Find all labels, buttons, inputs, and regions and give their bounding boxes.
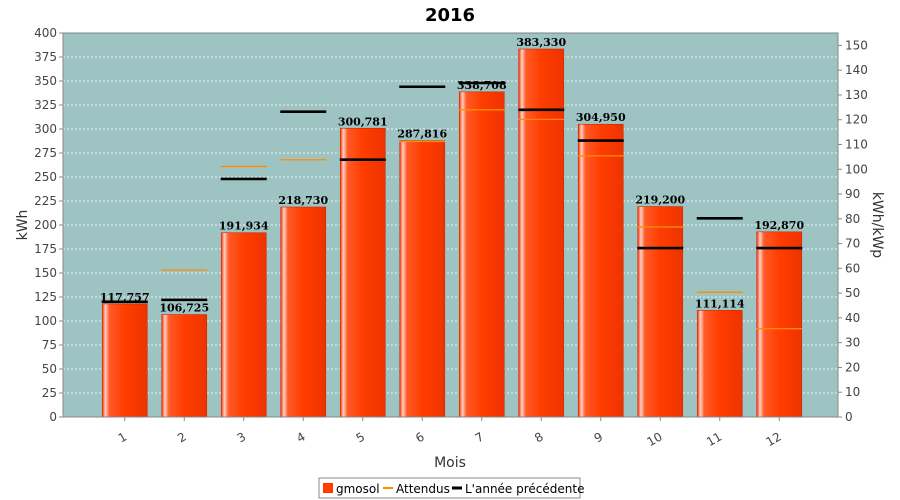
- x-tick-label: 3: [235, 429, 249, 445]
- x-axis-label: Mois: [434, 455, 466, 471]
- y-tick-label: 125: [34, 290, 57, 304]
- y-tick-label: 0: [49, 410, 57, 424]
- y2-tick-label: 50: [845, 286, 860, 300]
- bar: [696, 310, 743, 418]
- bar: [577, 123, 624, 418]
- y2-tick-label: 70: [845, 237, 860, 251]
- y-tick-label: 400: [34, 26, 57, 40]
- x-axis: 1 2 3 4 5 6 7 8 9 10 11 12: [63, 416, 838, 449]
- y2-tick-label: 150: [845, 38, 868, 52]
- chart-title: 2016: [425, 5, 475, 26]
- legend-box: [318, 477, 581, 499]
- y-tick-label: 150: [34, 266, 57, 280]
- bar: [518, 48, 565, 418]
- legend-label-attendus: Attendus: [396, 482, 450, 496]
- y-tick-label: 175: [34, 242, 57, 256]
- bar: [399, 140, 446, 418]
- data-label: 304,950: [576, 111, 626, 124]
- data-label: 219,200: [635, 194, 685, 207]
- y2-tick-label: 130: [845, 88, 868, 102]
- y-axis: 0 25 50 75 100 125 150 175 200 225 250 275 300 325 350…: [34, 26, 64, 424]
- markers-group: [101, 81, 803, 330]
- x-tick-label: 2: [175, 429, 189, 445]
- x-tick-label: 1: [116, 429, 130, 445]
- bar: [637, 206, 684, 418]
- y-tick-label: 350: [34, 74, 57, 88]
- data-label: 383,330: [516, 36, 566, 49]
- x-tick-label: 8: [532, 429, 546, 445]
- bar: [161, 314, 208, 418]
- x-tick-label: 9: [592, 429, 606, 445]
- y-tick-label: 375: [34, 50, 57, 64]
- bar: [756, 231, 803, 418]
- y2-tick-label: 0: [845, 410, 853, 424]
- y2-tick-label: 110: [845, 137, 868, 151]
- legend-label-gmosol: gmosol: [336, 482, 380, 496]
- y-tick-label: 275: [34, 146, 57, 160]
- x-tick-label: 6: [413, 429, 427, 445]
- data-label: 218,730: [278, 194, 328, 207]
- data-label: 338,708: [457, 79, 507, 92]
- data-label: 117,757: [100, 291, 150, 304]
- y-tick-label: 100: [34, 314, 57, 328]
- y-tick-label: 25: [42, 386, 57, 400]
- y2-axis-label: kWh/kWp: [869, 192, 885, 258]
- data-label: 300,781: [338, 115, 388, 128]
- y-tick-label: 225: [34, 194, 57, 208]
- y2-tick-label: 120: [845, 113, 868, 127]
- y-tick-label: 250: [34, 170, 57, 184]
- legend: gmosol Attendus L'année précédente: [318, 477, 584, 499]
- y2-tick-label: 20: [845, 360, 860, 374]
- y2-tick-label: 100: [845, 162, 868, 176]
- x-tick-label: 10: [645, 429, 665, 449]
- x-tick-label: 7: [473, 429, 487, 445]
- data-label: 192,870: [754, 219, 804, 232]
- data-labels-group: 117,757 106,725 191,934 218,730 300,781 287,8…: [100, 36, 805, 315]
- y-tick-label: 50: [42, 362, 57, 376]
- bar: [280, 206, 327, 418]
- y-tick-label: 75: [42, 338, 57, 352]
- data-label: 106,725: [159, 302, 209, 315]
- bar: [220, 232, 267, 418]
- y-tick-label: 325: [34, 98, 57, 112]
- y2-tick-label: 30: [845, 336, 860, 350]
- x-tick-label: 12: [764, 429, 784, 449]
- data-label: 111,114: [695, 297, 745, 310]
- y-axis-label: kWh: [15, 210, 31, 241]
- y2-tick-label: 90: [845, 187, 860, 201]
- y-tick-label: 300: [34, 122, 57, 136]
- data-label: 287,816: [397, 128, 447, 141]
- y-tick-label: 200: [34, 218, 57, 232]
- bar: [339, 127, 386, 418]
- y2-tick-label: 140: [845, 63, 868, 77]
- legend-label-annee-precedente: L'année précédente: [465, 482, 584, 496]
- bar: [101, 303, 148, 418]
- x-tick-label: 5: [354, 429, 368, 445]
- y2-tick-label: 10: [845, 385, 860, 399]
- y2-axis: 0 10 20 30 40 50 60 70 80 90 100 110 120 130 140 150: [837, 33, 868, 424]
- y2-tick-label: 40: [845, 311, 860, 325]
- y2-tick-label: 60: [845, 261, 860, 275]
- bar: [458, 91, 505, 418]
- x-tick-label: 11: [704, 429, 724, 449]
- x-tick-label: 4: [294, 429, 308, 445]
- legend-swatch-gmosol: [323, 483, 333, 493]
- y2-tick-label: 80: [845, 212, 860, 226]
- data-label: 191,934: [219, 220, 269, 233]
